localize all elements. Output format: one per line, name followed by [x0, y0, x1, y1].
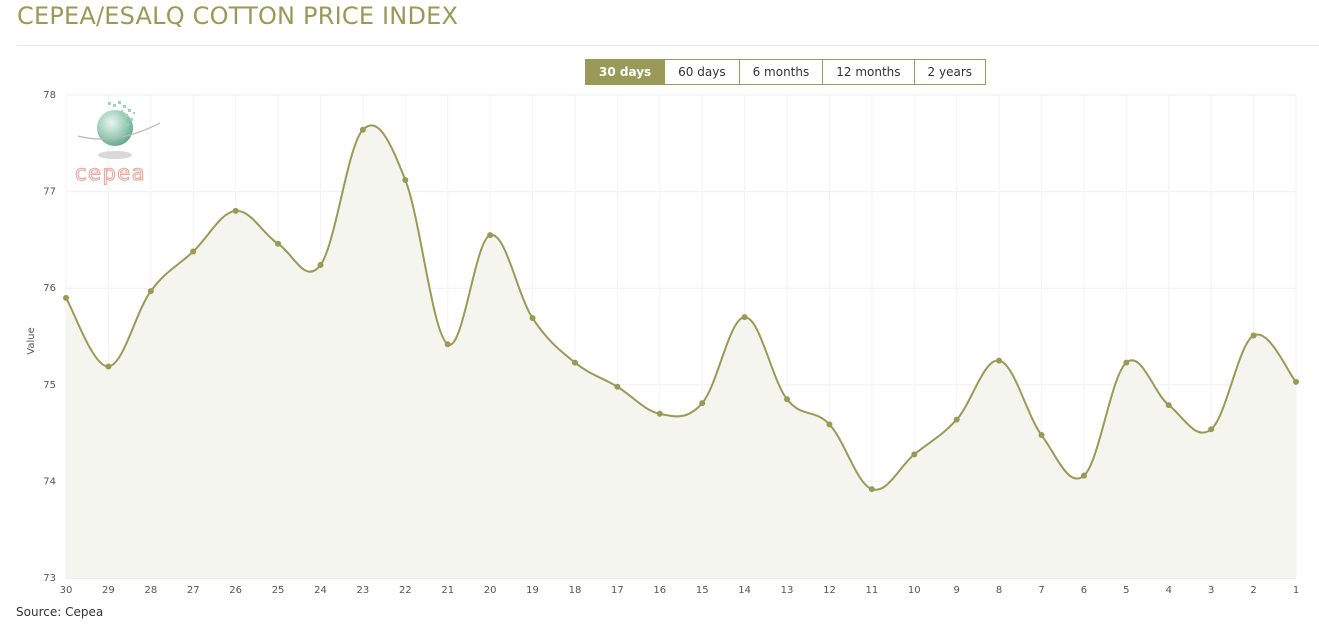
data-point[interactable]	[1038, 432, 1045, 439]
x-axis-ticks: 30 29 28 27 26 25 24 23 22 21 20 19 18 17 16 15 14 13 12 11…	[60, 585, 1300, 596]
data-point[interactable]	[402, 177, 409, 184]
y-axis-ticks: 73 74 75 76 77 78	[43, 90, 56, 584]
x-tick-label: 5	[1123, 585, 1129, 596]
x-tick-label: 27	[187, 585, 200, 596]
x-tick-label: 14	[738, 585, 751, 596]
x-tick-label: 25	[272, 585, 285, 596]
data-point[interactable]	[911, 451, 918, 458]
data-point[interactable]	[190, 248, 197, 255]
y-tick-label: 76	[43, 283, 56, 294]
x-tick-label: 22	[399, 585, 412, 596]
data-point[interactable]	[614, 383, 621, 390]
x-tick-label: 13	[781, 585, 794, 596]
data-point[interactable]	[63, 294, 69, 301]
x-tick-label: 29	[102, 585, 115, 596]
data-point[interactable]	[275, 240, 282, 247]
x-tick-label: 11	[865, 585, 878, 596]
y-tick-label: 74	[43, 476, 56, 487]
data-points	[63, 126, 1299, 493]
cepea-globe-logo: cepea	[70, 100, 170, 186]
x-tick-label: 21	[441, 585, 454, 596]
x-tick-label: 6	[1081, 585, 1087, 596]
range-button-60-days[interactable]: 60 days	[665, 59, 740, 85]
x-tick-label: 30	[60, 585, 73, 596]
data-point[interactable]	[656, 410, 663, 417]
x-tick-label: 23	[357, 585, 370, 596]
title-divider	[17, 45, 1319, 46]
page-title: CEPEA/ESALQ COTTON PRICE INDEX	[17, 2, 459, 30]
data-point[interactable]	[1123, 359, 1130, 366]
x-tick-label: 8	[996, 585, 1002, 596]
data-point[interactable]	[784, 396, 791, 403]
x-tick-label: 9	[954, 585, 960, 596]
data-point[interactable]	[1208, 426, 1215, 433]
range-selector: 30 days 60 days 6 months 12 months 2 yea…	[585, 59, 987, 85]
x-tick-label: 12	[823, 585, 836, 596]
x-tick-label: 19	[526, 585, 539, 596]
x-tick-label: 24	[314, 585, 327, 596]
data-point[interactable]	[487, 232, 494, 239]
x-tick-label: 17	[611, 585, 624, 596]
x-tick-label: 18	[569, 585, 582, 596]
source-note: Source: Cepea	[16, 605, 104, 619]
data-point[interactable]	[317, 262, 324, 269]
y-axis-label: Value	[26, 327, 37, 354]
data-point[interactable]	[147, 288, 154, 295]
data-point[interactable]	[232, 207, 239, 214]
x-tick-label: 28	[144, 585, 157, 596]
data-point[interactable]	[1293, 378, 1299, 385]
x-tick-label: 15	[696, 585, 709, 596]
y-tick-label: 77	[43, 187, 56, 198]
data-point[interactable]	[826, 421, 833, 428]
y-tick-label: 75	[43, 380, 56, 391]
data-point[interactable]	[1250, 332, 1257, 339]
x-tick-label: 3	[1208, 585, 1214, 596]
data-point[interactable]	[571, 359, 578, 366]
data-point[interactable]	[996, 357, 1003, 364]
data-point[interactable]	[1165, 402, 1172, 409]
series-area	[66, 125, 1296, 578]
x-tick-label: 1	[1293, 585, 1299, 596]
range-button-2-years[interactable]: 2 years	[914, 59, 987, 85]
y-tick-label: 73	[43, 573, 56, 584]
data-point[interactable]	[953, 416, 960, 423]
x-tick-label: 16	[653, 585, 666, 596]
data-point[interactable]	[868, 486, 875, 493]
data-point[interactable]	[741, 314, 748, 321]
x-tick-label: 20	[484, 585, 497, 596]
range-button-30-days[interactable]: 30 days	[585, 59, 666, 85]
data-point[interactable]	[1080, 472, 1087, 479]
series-line	[65, 124, 1297, 491]
range-button-12-months[interactable]: 12 months	[823, 59, 915, 85]
range-button-6-months[interactable]: 6 months	[739, 59, 824, 85]
x-tick-label: 2	[1250, 585, 1256, 596]
data-point[interactable]	[444, 341, 451, 348]
y-tick-label: 78	[43, 90, 56, 101]
data-point[interactable]	[359, 126, 366, 133]
x-tick-label: 10	[908, 585, 921, 596]
x-tick-label: 7	[1038, 585, 1044, 596]
logo-text: cepea	[75, 161, 146, 185]
data-point[interactable]	[529, 315, 536, 322]
data-point[interactable]	[105, 363, 112, 370]
x-tick-label: 26	[229, 585, 242, 596]
data-point[interactable]	[699, 400, 706, 407]
x-tick-label: 4	[1166, 585, 1172, 596]
